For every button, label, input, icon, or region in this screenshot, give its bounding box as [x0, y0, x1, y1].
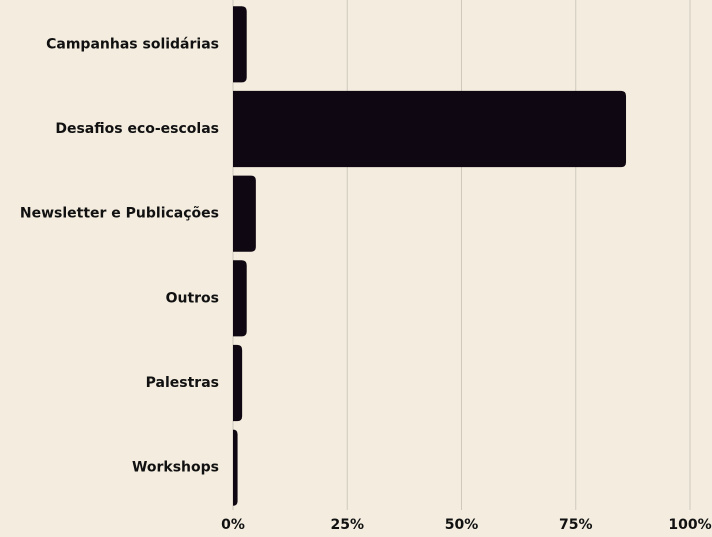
- x-tick-label: 50%: [445, 517, 479, 533]
- x-tick-label: 0%: [221, 517, 245, 533]
- x-tick-label: 25%: [330, 517, 364, 533]
- x-tick-label: 75%: [559, 517, 593, 533]
- bar: [233, 175, 256, 252]
- y-tick-label: Newsletter e Publicações: [20, 206, 219, 222]
- bar: [233, 90, 627, 168]
- y-tick-label: Palestras: [146, 375, 219, 391]
- bar: [233, 429, 238, 506]
- bar: [233, 6, 247, 83]
- bar: [233, 260, 247, 337]
- y-tick-label: Campanhas solidárias: [46, 36, 219, 52]
- y-tick-label: Desafios eco-escolas: [55, 121, 219, 137]
- x-tick-label: 100%: [668, 517, 711, 533]
- bar: [233, 344, 243, 422]
- y-tick-label: Outros: [166, 290, 219, 306]
- y-tick-label: Workshops: [132, 460, 219, 476]
